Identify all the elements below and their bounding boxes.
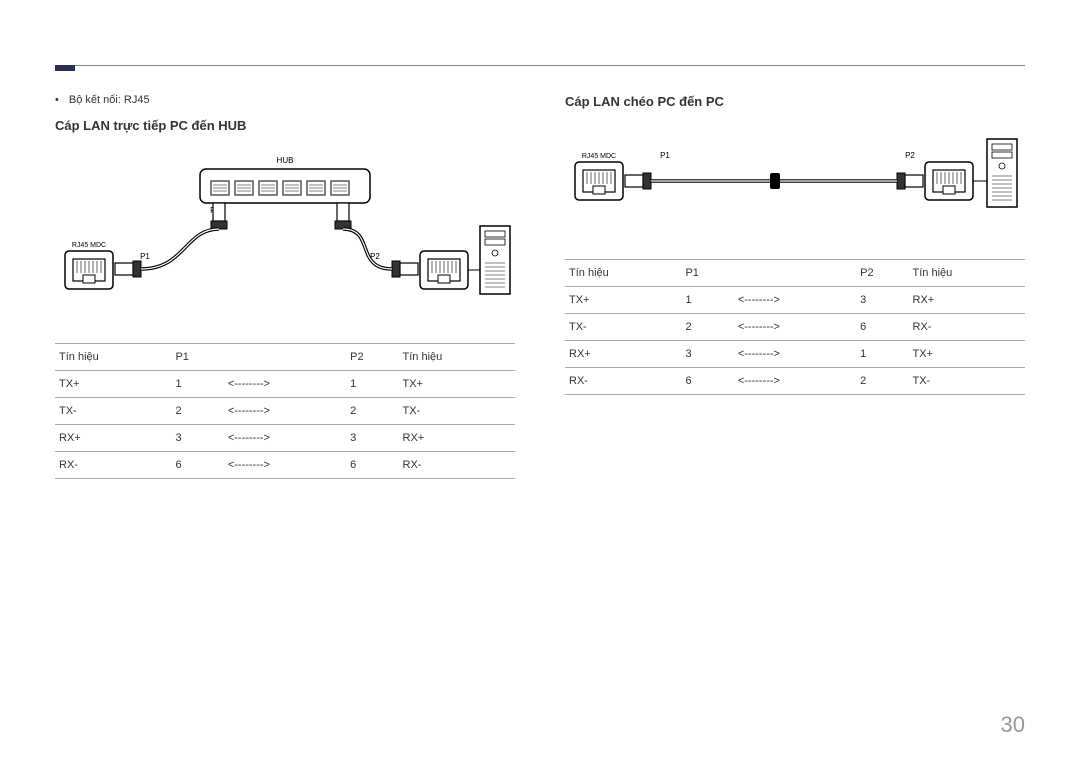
th: P2 <box>346 344 398 371</box>
pc-tower-icon <box>987 139 1017 207</box>
table-row: RX-6<-------->6RX- <box>55 452 515 479</box>
table-row: RX-6<-------->2TX- <box>565 368 1025 395</box>
table-row: RX+3<-------->3RX+ <box>55 425 515 452</box>
p1-label: P1 <box>660 151 670 160</box>
hub-label: HUB <box>277 156 294 165</box>
right-title: Cáp LAN chéo PC đến PC <box>565 94 1025 109</box>
rj45-left-port <box>575 162 623 200</box>
top-rule <box>55 65 1025 66</box>
table-row: TX-2<-------->6RX- <box>565 314 1025 341</box>
left-diagram: HUB <box>55 151 515 321</box>
cable-right <box>335 203 418 277</box>
th: Tín hiệu <box>565 260 681 287</box>
table-header-row: Tín hiệu P1 P2 Tín hiệu <box>565 260 1025 287</box>
th: Tín hiệu <box>909 260 1026 287</box>
th: P1 <box>681 260 733 287</box>
right-signal-table: Tín hiệu P1 P2 Tín hiệu TX+1<-------->3R… <box>565 259 1025 395</box>
rj45-mdc-label: RJ45 MDC <box>72 242 106 249</box>
right-diagram: RJ45 MDC P1 P2 <box>565 127 1025 237</box>
hub-device <box>200 169 370 203</box>
connector-bullet: Bộ kết nối: RJ45 <box>55 94 515 106</box>
table-row: TX+1<-------->3RX+ <box>565 287 1025 314</box>
left-title: Cáp LAN trực tiếp PC đến HUB <box>55 118 515 133</box>
p2-label: P2 <box>905 151 915 160</box>
rj45-mdc-label: RJ45 MDC <box>582 153 616 160</box>
page-number: 30 <box>1001 712 1025 738</box>
th: P2 <box>856 260 908 287</box>
left-signal-table: Tín hiệu P1 P2 Tín hiệu TX+1<-------->1T… <box>55 343 515 479</box>
th <box>734 260 856 287</box>
right-column: Cáp LAN chéo PC đến PC RJ45 MDC P1 <box>565 94 1025 479</box>
th: P1 <box>171 344 223 371</box>
table-header-row: Tín hiệu P1 P2 Tín hiệu <box>55 344 515 371</box>
rj45-right-port <box>420 251 468 289</box>
rj45-right-port <box>925 162 973 200</box>
pc-tower-icon <box>480 226 510 294</box>
table-row: TX-2<-------->2TX- <box>55 398 515 425</box>
table-row: RX+3<-------->1TX+ <box>565 341 1025 368</box>
left-column: Bộ kết nối: RJ45 Cáp LAN trực tiếp PC đế… <box>55 94 515 479</box>
th: Tín hiệu <box>399 344 516 371</box>
table-row: TX+1<-------->1TX+ <box>55 371 515 398</box>
cable <box>625 173 923 189</box>
rj45-left-port <box>65 251 113 289</box>
th <box>224 344 346 371</box>
p1-bottom-label: P1 <box>140 252 150 261</box>
th: Tín hiệu <box>55 344 171 371</box>
